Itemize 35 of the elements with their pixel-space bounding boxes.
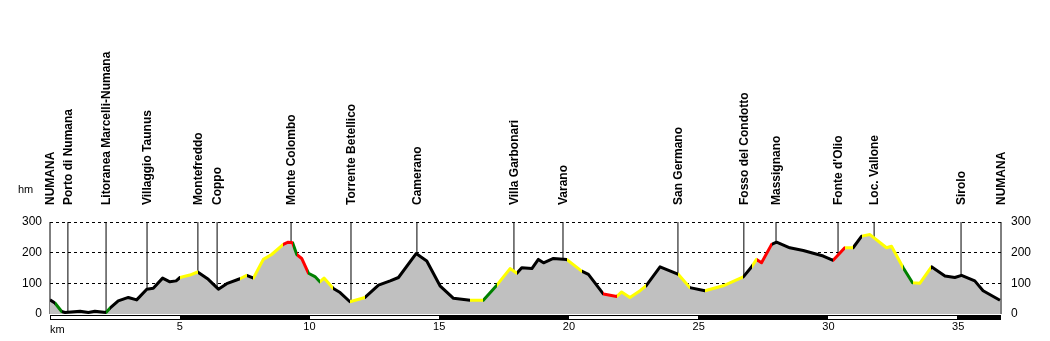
y-tick-label: 300 bbox=[21, 214, 43, 229]
x-tick-label: 25 bbox=[692, 319, 705, 332]
ref-line-label: Varano bbox=[556, 164, 571, 205]
ref-line-label: San Germano bbox=[671, 126, 686, 205]
ref-line-label: Loc. Vallone bbox=[867, 134, 882, 205]
y2-tick-label: 200 bbox=[1011, 244, 1032, 259]
ref-line-label: Fosso del Condotto bbox=[737, 92, 752, 205]
ref-line-label: Sirolo bbox=[954, 170, 969, 205]
x-axis-title: km bbox=[50, 322, 65, 335]
y-tick-label: 0 bbox=[35, 306, 43, 321]
ref-line-label: Montefreddo bbox=[191, 132, 206, 205]
ref-line-label: Torrente Betellico bbox=[344, 103, 359, 205]
x-tick-label: 5 bbox=[176, 319, 183, 332]
x-tick-label: 10 bbox=[303, 319, 316, 332]
ref-line-label: NUMANA bbox=[43, 151, 58, 205]
ref-line-label: Fonte d'Olio bbox=[831, 135, 846, 205]
ref-line-label: Coppo bbox=[210, 167, 225, 205]
ref-line-label: Monte Colombo bbox=[284, 114, 299, 205]
ref-line-label: Porto di Numana bbox=[61, 108, 76, 205]
ref-line-label: Massignano bbox=[769, 135, 784, 205]
y-tick-label: 200 bbox=[21, 244, 43, 259]
y2-tick-label: 100 bbox=[1011, 275, 1032, 290]
ref-line-label: Villaggio Taunus bbox=[140, 109, 155, 205]
x-tick-label: 35 bbox=[952, 319, 965, 332]
ref-line-label: Litoranea Marcelli-Numana bbox=[99, 51, 114, 205]
x-tick-label: 15 bbox=[433, 319, 446, 332]
x-tick-label: 30 bbox=[822, 319, 835, 332]
ref-line-label: NUMANA bbox=[994, 151, 1009, 205]
x-tick-label: 20 bbox=[562, 319, 576, 332]
y-tick-label: 100 bbox=[21, 275, 43, 290]
y2-tick-label: 0 bbox=[1011, 306, 1018, 321]
ref-line-label: Camerano bbox=[410, 146, 425, 205]
y2-tick-label: 300 bbox=[1011, 214, 1032, 229]
y-axis-title: hm bbox=[18, 183, 34, 196]
ref-line-label: Villa Garbonari bbox=[507, 119, 522, 205]
